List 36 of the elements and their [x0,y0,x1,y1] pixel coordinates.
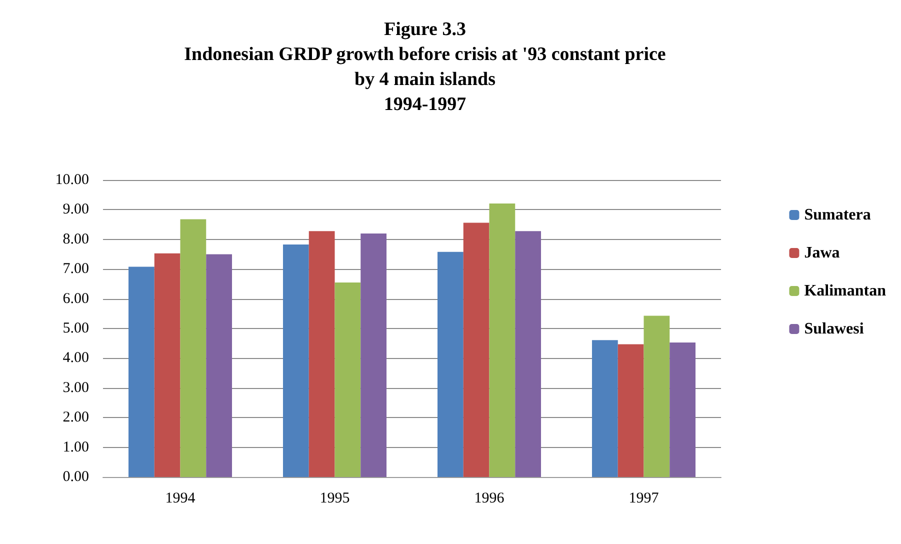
y-tick-label: 1.00 [62,439,89,456]
bar [670,342,696,477]
x-tick-label: 1996 [474,490,505,506]
bar [360,233,387,477]
bar [180,219,206,477]
bar [618,344,644,477]
y-tick-label: 4.00 [62,350,89,366]
legend-label: Sumatera [804,206,871,224]
bar [463,222,490,477]
y-tick-label: 3.00 [62,380,89,396]
bar [592,340,618,477]
y-tick-label: 2.00 [62,410,89,426]
x-tick-label: 1994 [165,490,196,506]
bar [334,282,361,477]
bar [644,316,670,477]
legend-label: Sulawesi [804,320,864,338]
bar [515,231,542,477]
y-tick-label: 7.00 [62,261,89,278]
bar [308,231,335,477]
bar [154,253,180,477]
y-tick-label: 6.00 [62,290,89,307]
chart-title: Figure 3.3 Indonesian GRDP growth before crisis at '93 constant price by 4 main islands 1994-1997 [184,19,666,115]
bar [128,266,154,477]
x-tick-label: 1997 [628,490,660,506]
bar [282,244,309,477]
y-tick-label: 5.00 [62,320,89,336]
legend-label: Jawa [804,244,840,262]
y-tick-label: 0.00 [62,469,89,485]
bar [489,203,516,477]
bar [206,254,232,477]
y-tick-label: 8.00 [62,231,89,248]
legend-label: Kalimantan [804,282,886,300]
x-tick-label: 1995 [320,490,350,506]
y-tick-label: 10.00 [55,172,89,188]
bar [437,252,464,477]
y-tick-label: 9.00 [62,202,89,218]
